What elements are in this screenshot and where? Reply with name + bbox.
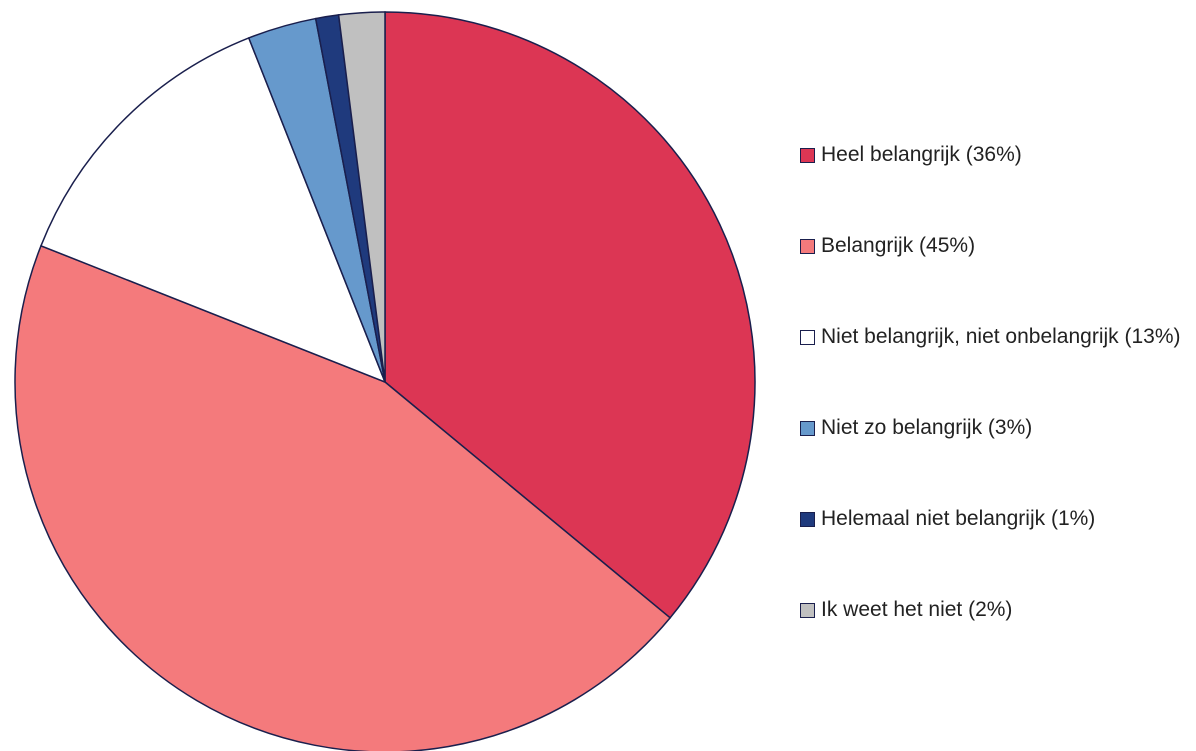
legend-label: Heel belangrijk (36%)	[821, 143, 1022, 167]
legend-item: Niet belangrijk, niet onbelangrijk (13%)	[800, 322, 1196, 352]
legend-swatch	[800, 330, 815, 346]
pie-chart	[14, 11, 756, 751]
legend-swatch	[800, 148, 815, 164]
legend-swatch	[800, 602, 815, 618]
legend-swatch	[800, 420, 815, 436]
legend: Heel belangrijk (36%) Belangrijk (45%) Nie…	[800, 110, 1196, 655]
legend-label: Belangrijk (45%)	[821, 234, 976, 258]
legend-item: Belangrijk (45%)	[800, 231, 1196, 261]
legend-swatch	[800, 239, 815, 255]
legend-label: Niet belangrijk, niet onbelangrijk (13%)	[821, 325, 1181, 349]
pie-slice	[384, 11, 756, 619]
legend-label: Helemaal niet belangrijk (1%)	[821, 506, 1096, 530]
legend-label: Niet zo belangrijk (3%)	[821, 415, 1033, 439]
legend-item: Heel belangrijk (36%)	[800, 140, 1196, 170]
legend-item: Niet zo belangrijk (3%)	[800, 413, 1196, 443]
legend-item: Helemaal niet belangrijk (1%)	[800, 504, 1196, 534]
legend-swatch	[800, 511, 815, 527]
legend-label: Ik weet het niet (2%)	[821, 597, 1013, 621]
pie-slice	[40, 37, 387, 384]
pie-slice	[14, 244, 672, 751]
pie-slice	[337, 11, 386, 383]
legend-item: Ik weet het niet (2%)	[800, 595, 1196, 625]
